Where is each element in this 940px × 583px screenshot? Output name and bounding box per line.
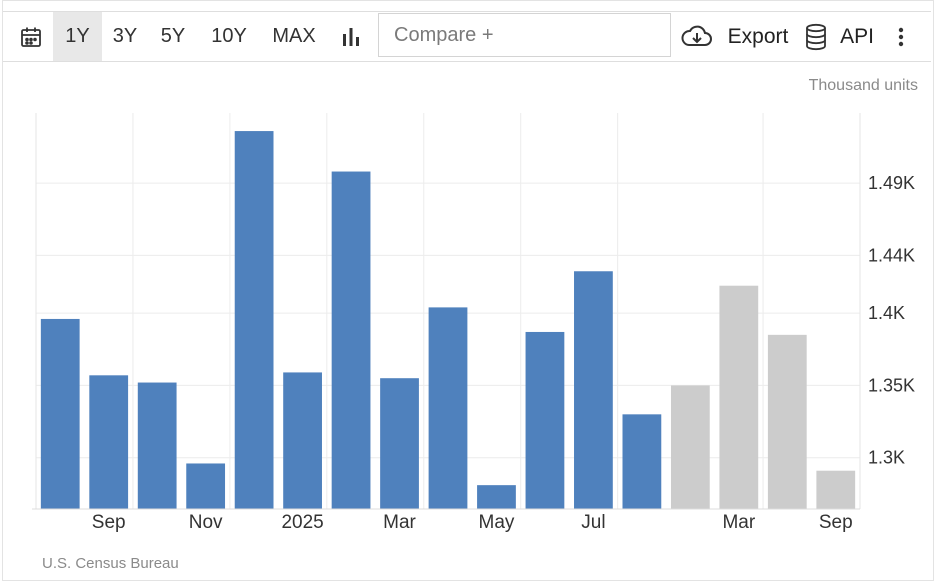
x-tick-label-3: Mar [383, 512, 416, 533]
bar-forecast-13[interactable] [670, 385, 710, 509]
calendar-icon[interactable] [15, 12, 47, 61]
x-tick-label-0: Sep [92, 512, 126, 533]
x-tick-label-6: Mar [722, 512, 755, 533]
bar-actual-6[interactable] [331, 171, 371, 510]
source-label: U.S. Census Bureau [42, 555, 179, 572]
bar-forecast-16[interactable] [816, 470, 856, 509]
bar-forecast-15[interactable] [767, 334, 807, 509]
api-button[interactable]: API [840, 24, 874, 48]
range-max-button[interactable]: MAX [272, 25, 316, 47]
bar-actual-7[interactable] [380, 378, 419, 509]
bar-actual-12[interactable] [622, 414, 662, 509]
x-tick-label-4: May [479, 512, 515, 533]
bar-actual-10[interactable] [525, 331, 565, 509]
bar-actual-3[interactable] [186, 463, 226, 509]
bar-actual-2[interactable] [137, 382, 177, 509]
bar-actual-0[interactable] [40, 318, 80, 509]
toolbar: 1Y 3Y 5Y 10Y MAX Compare + Export API [3, 11, 931, 62]
y-tick-label-3: 1.44K [868, 245, 915, 265]
cloud-download-icon[interactable] [679, 12, 715, 61]
y-tick-label-1: 1.35K [868, 375, 915, 395]
bar-actual-5[interactable] [283, 372, 322, 509]
y-tick-label-4: 1.49K [868, 173, 915, 193]
database-icon[interactable] [802, 12, 830, 61]
units-label: Thousand units [808, 77, 918, 94]
y-tick-label-0: 1.3K [868, 448, 905, 468]
bar-actual-11[interactable] [574, 271, 613, 509]
x-tick-label-2: 2025 [281, 512, 323, 533]
bar-actual-4[interactable] [234, 131, 274, 510]
bar-chart-icon[interactable] [336, 12, 366, 61]
export-button[interactable]: Export [727, 24, 789, 48]
x-tick-label-7: Sep [819, 512, 853, 533]
range-3y-button[interactable]: 3Y [112, 25, 138, 47]
x-tick-label-5: Jul [581, 512, 605, 533]
kebab-menu-icon[interactable] [889, 12, 913, 61]
compare-input[interactable]: Compare + [378, 13, 671, 57]
range-1y-button[interactable]: 1Y [53, 12, 102, 61]
x-tick-label-1: Nov [189, 512, 223, 533]
range-10y-button[interactable]: 10Y [211, 25, 247, 47]
bar-actual-8[interactable] [428, 307, 468, 509]
range-5y-button[interactable]: 5Y [160, 25, 186, 47]
bar-actual-9[interactable] [477, 485, 516, 509]
bar-forecast-14[interactable] [719, 285, 759, 509]
bar-actual-1[interactable] [89, 375, 129, 509]
y-tick-label-2: 1.4K [868, 303, 905, 323]
